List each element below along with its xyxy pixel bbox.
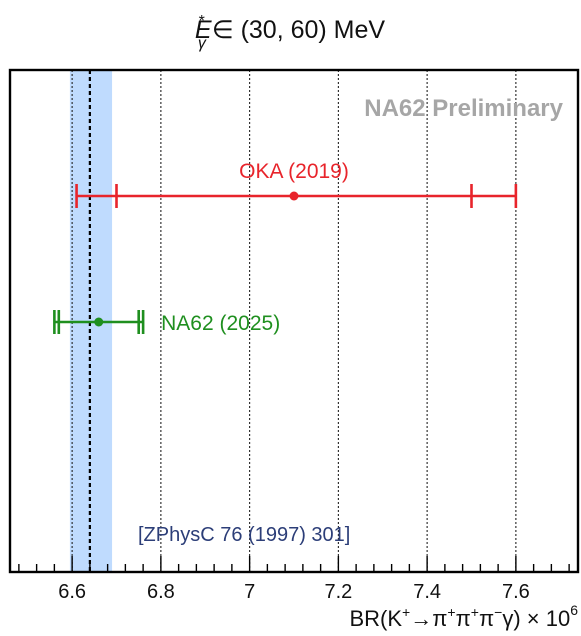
x-tick-labels: 6.6 6.8 7 7.2 7.4 7.6 xyxy=(58,581,530,603)
title-symbol: E xyxy=(195,16,212,44)
x-tick-label: 7.2 xyxy=(324,581,352,603)
x-tick-label: 6.8 xyxy=(147,581,175,603)
data-point xyxy=(289,191,299,201)
title-rest: ∈ (30, 60) MeV xyxy=(212,16,386,44)
title-subscript: γ xyxy=(198,35,207,52)
series-oka-2019: OKA (2019) xyxy=(75,160,518,208)
x-tick-label: 7.4 xyxy=(413,581,441,603)
series-group: OKA (2019) NA62 (2025) xyxy=(53,160,518,335)
x-tick-label: 7.6 xyxy=(502,581,530,603)
title-superscript: * xyxy=(199,13,205,30)
x-ticks xyxy=(18,556,570,572)
watermark: NA62 Preliminary xyxy=(364,95,563,122)
reference-label: [ZPhysC 76 (1997) 301] xyxy=(138,524,350,546)
x-tick-label: 7 xyxy=(244,581,255,603)
data-point xyxy=(94,317,104,327)
x-axis-label: BR(K+→π+π+π−γ) × 106 xyxy=(349,602,578,631)
chart-title: E* γ ∈ (30, 60) MeV xyxy=(195,13,385,52)
x-tick-label: 6.6 xyxy=(58,581,86,603)
plot-frame xyxy=(8,68,580,574)
series-na62-2025: NA62 (2025) xyxy=(53,310,280,335)
series-label: OKA (2019) xyxy=(239,160,349,183)
series-label: NA62 (2025) xyxy=(161,312,280,335)
